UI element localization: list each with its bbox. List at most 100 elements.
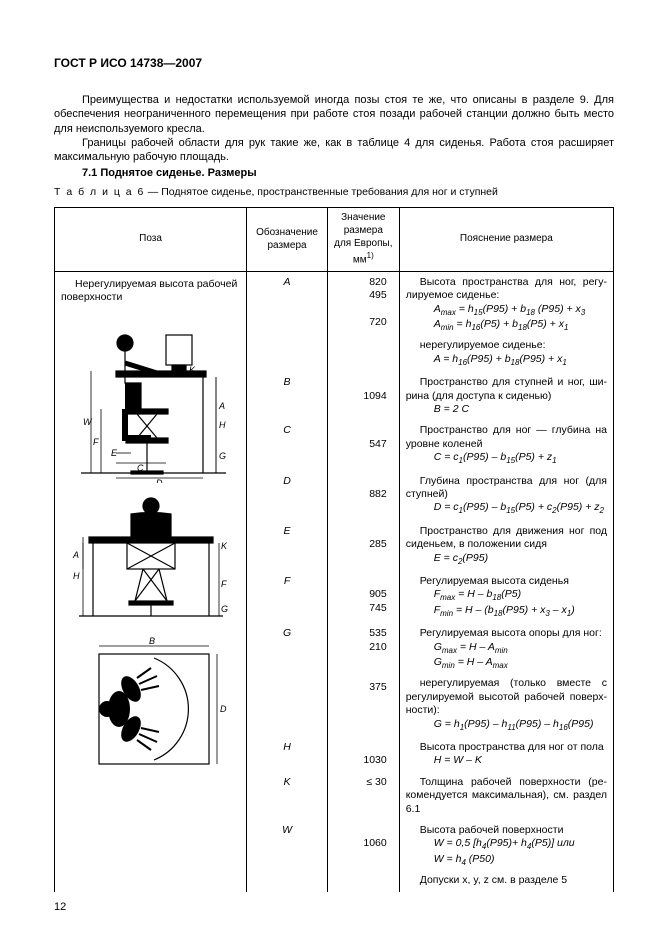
formula: G = h1(P95) – h11(P95) – h16(P95): [406, 718, 607, 733]
formula: Amax = h15(P95) + b18 (P95) + x3: [406, 303, 607, 318]
dim-value: 882: [369, 488, 387, 501]
table-row: Нерегулируемая высота рабо­чей поверхнос…: [55, 271, 614, 372]
formula: Amin = h16(P5) + b18(P5) + x1: [406, 318, 607, 333]
th-desc: Пояснение размера: [399, 208, 613, 272]
dimensions-table: Поза Обозначение размера Значение размер…: [54, 207, 614, 891]
value-cell: 547: [327, 420, 399, 470]
symbol-cell: B: [247, 372, 328, 420]
dim-value: 1094: [363, 390, 386, 403]
dim-value: 547: [369, 438, 387, 451]
th-pose: Поза: [55, 208, 247, 272]
formula: B = 2 C: [406, 403, 607, 416]
svg-text:K: K: [221, 541, 228, 551]
svg-text:D: D: [156, 478, 163, 483]
desc-cell: Регулируемая высота опоры для ног:Gmax =…: [399, 623, 613, 737]
svg-text:F: F: [221, 579, 227, 589]
formula: Fmin = H – (b18(P95) + x3 – x1): [406, 604, 607, 619]
figure-front-view: H K F G A: [71, 491, 231, 626]
dim-value: [384, 741, 387, 754]
svg-text:H: H: [219, 420, 226, 430]
th-symbol: Обозначение размера: [247, 208, 328, 272]
dim-value: [384, 525, 387, 538]
desc-cell: Высота пространства для ног, регу­лируем…: [399, 271, 613, 372]
dim-value: [384, 303, 387, 316]
formula: Fmax = H – b18(P5): [406, 588, 607, 603]
svg-text:G: G: [221, 604, 228, 614]
dim-value: [384, 654, 387, 667]
paragraph-1: Преимущества и недостатки используемой и…: [54, 93, 614, 135]
svg-text:H: H: [73, 571, 80, 581]
desc-text: Глубина пространства для ног (для ступне…: [406, 475, 607, 502]
svg-text:E: E: [111, 448, 118, 458]
symbol-cell: K: [247, 772, 328, 820]
dim-value: [384, 376, 387, 389]
value-cell: 905745: [327, 571, 399, 623]
svg-text:W: W: [83, 417, 93, 427]
desc-text: Регулируемая высота опоры для ног:: [406, 627, 607, 640]
symbol-cell: C: [247, 420, 328, 470]
value-cell: ≤ 30: [327, 772, 399, 820]
th-value-text: Значение размера для Европы, мм: [334, 212, 392, 265]
desc-text: Высота рабочей поверхности: [406, 824, 607, 837]
dim-value: 1060: [363, 837, 386, 850]
svg-text:A: A: [218, 401, 225, 411]
value-cell: 1030: [327, 737, 399, 772]
symbol-cell: A: [247, 271, 328, 372]
desc-text: Пространство для ступней и ног, ши­рина …: [406, 376, 607, 403]
desc-text: Пространство для движения ног под сидень…: [406, 525, 607, 552]
symbol-cell: W: [247, 820, 328, 892]
desc-cell: Пространство для ног — глубина на уровне…: [399, 420, 613, 470]
dim-value: [384, 424, 387, 437]
table-caption: Т а б л и ц а 6 — Поднятое сиденье, прос…: [54, 186, 614, 199]
symbol-cell: E: [247, 521, 328, 571]
th-value: Значение размера для Европы, мм1): [327, 208, 399, 272]
desc-cell: Регулируемая высота сиденьяFmax = H – b1…: [399, 571, 613, 623]
desc-cell: Толщина рабочей поверхности (ре­комендуе…: [399, 772, 613, 820]
formula: Gmax = H – Amin: [406, 641, 607, 656]
dim-value: 745: [369, 602, 387, 615]
desc-cell: Высота пространства для ног от полаH = W…: [399, 737, 613, 772]
value-cell: 1060: [327, 820, 399, 892]
paragraph-2: Границы рабочей области для рук такие же…: [54, 136, 614, 164]
section-title: 7.1 Поднятое сиденье. Размеры: [54, 166, 614, 180]
desc-cell: Пространство для ступней и ног, ши­рина …: [399, 372, 613, 420]
desc-text: Высота пространства для ног от пола: [406, 741, 607, 754]
formula: W = 0,5 [h4(P95)+ h4(P5)] или: [406, 837, 607, 852]
svg-text:F: F: [93, 437, 99, 447]
symbol-cell: H: [247, 737, 328, 772]
value-cell: 535210 375: [327, 623, 399, 737]
dim-value: 210: [369, 641, 387, 654]
dim-value: [384, 667, 387, 680]
svg-text:G: G: [219, 451, 226, 461]
formula: Gmin = H – Amax: [406, 656, 607, 671]
dim-value: [384, 575, 387, 588]
formula: D = c1(P95) – b15(P5) + c2(P95) + z2: [406, 501, 607, 516]
desc-text: Высота пространства для ног, регу­лируем…: [406, 276, 607, 303]
table-caption-rest: — Поднятое сиденье, пространственные тре…: [145, 186, 498, 198]
symbol-cell: G: [247, 623, 328, 737]
value-cell: 1094: [327, 372, 399, 420]
dim-value: 1030: [363, 754, 386, 767]
svg-text:K: K: [189, 365, 196, 375]
svg-text:D: D: [220, 704, 227, 714]
dim-value: ≤ 30: [366, 776, 386, 789]
formula: E = c2(P95): [406, 552, 607, 567]
formula: C = c1(P95) – b15(P5) + z1: [406, 451, 607, 466]
desc-text: Толщина рабочей поверхности (ре­комендуе…: [406, 776, 607, 816]
table-caption-prefix: Т а б л и ц а 6: [54, 186, 145, 198]
pose-text: Нерегулируемая высота рабо­чей поверхнос…: [61, 278, 240, 305]
formula: A = h16(P95) + b18(P95) + x1: [406, 353, 607, 368]
dim-value: 820: [369, 276, 387, 289]
document-header: ГОСТ Р ИСО 14738—2007: [54, 56, 614, 71]
desc-cell: Пространство для движения ног под сидень…: [399, 521, 613, 571]
desc-text: Пространство для ног — глубина на уровне…: [406, 424, 607, 451]
formula: H = W – K: [406, 754, 607, 767]
desc-text: нерегулируемое сиденье:: [406, 339, 607, 352]
dim-value: 375: [369, 681, 387, 694]
value-cell: 285: [327, 521, 399, 571]
svg-text:A: A: [72, 550, 79, 560]
desc-text: нерегулируемая (только вместе с регулиру…: [406, 677, 607, 717]
svg-text:C: C: [137, 463, 144, 473]
symbol-cell: F: [247, 571, 328, 623]
desc-cell: Глубина пространства для ног (для ступне…: [399, 471, 613, 521]
